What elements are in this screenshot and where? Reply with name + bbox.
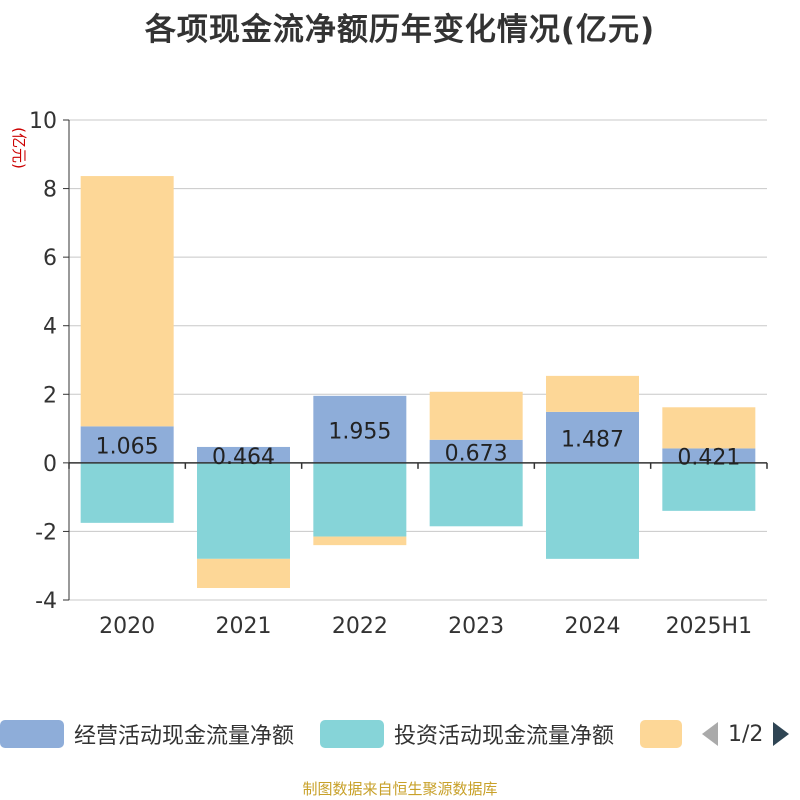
data-label-2025H1: 0.421 <box>677 446 740 471</box>
legend-pager: 1/2 <box>700 717 791 751</box>
bar-2024-series-2 <box>546 375 639 412</box>
data-label-2022: 1.955 <box>328 419 391 444</box>
bar-2023-series-1 <box>429 462 523 527</box>
legend-swatch-operating <box>0 720 64 748</box>
bar-2025H1-series-1 <box>662 462 756 511</box>
legend-item-investing[interactable]: 投资活动现金流量净额 <box>320 717 614 751</box>
legend-label-operating: 经营活动现金流量净额 <box>74 724 295 749</box>
pager-next-icon[interactable] <box>771 720 791 748</box>
y-tick-label: 2 <box>43 383 57 408</box>
y-tick-label: 0 <box>43 452 57 477</box>
bar-2021-series-2 <box>197 558 290 588</box>
y-tick-label: 6 <box>43 246 57 271</box>
source-note: 制图数据来自恒生聚源数据库 <box>302 780 498 798</box>
x-tick-label-2023: 2023 <box>448 614 504 639</box>
bar-2020-series-2 <box>80 176 174 427</box>
x-tick-label-2022: 2022 <box>332 614 388 639</box>
x-tick-label-2021: 2021 <box>216 614 272 639</box>
bar-2025H1-series-0 <box>662 448 756 463</box>
pager-text: 1/2 <box>728 721 764 747</box>
grid-layer <box>69 119 767 601</box>
bar-2023-series-0 <box>429 439 523 463</box>
legend-swatch-investing <box>320 720 384 748</box>
y-tick-label: 10 <box>29 109 57 134</box>
bar-2022-series-2 <box>313 536 407 546</box>
y-tick-label: 4 <box>43 315 57 340</box>
legend-item-third[interactable] <box>640 717 682 751</box>
bar-2021-series-1 <box>197 462 290 559</box>
pager-prev-icon[interactable] <box>700 720 720 748</box>
data-label-2024: 1.487 <box>561 427 624 452</box>
legend-swatch-third <box>640 720 682 748</box>
bars-layer <box>80 176 756 588</box>
bar-2023-series-2 <box>429 391 523 440</box>
bar-2025H1-series-2 <box>662 407 756 449</box>
y-axis-label: (亿元) <box>10 127 28 169</box>
bar-2024-series-0 <box>546 411 639 463</box>
bar-2022-series-1 <box>313 462 407 537</box>
axis-layer: -4 -2 0 2 4 6 8 10(亿元) 2020 2021 2022 2023 2024 2025H… <box>10 109 768 639</box>
bar-2020-series-0 <box>80 426 174 463</box>
y-tick-label: -2 <box>35 520 57 545</box>
x-tick-label-2025H1: 2025H1 <box>666 614 753 639</box>
data-label-2020: 1.065 <box>96 435 159 460</box>
x-tick-label-2020: 2020 <box>99 614 155 639</box>
y-tick-label: -4 <box>35 589 57 614</box>
y-tick-label: 8 <box>43 178 57 203</box>
legend-item-operating[interactable]: 经营活动现金流量净额 <box>0 717 294 751</box>
data-label-2023: 0.673 <box>445 441 508 466</box>
data-label-2021: 0.464 <box>212 445 275 470</box>
bar-2021-series-0 <box>197 446 290 463</box>
bar-2022-series-0 <box>313 395 407 463</box>
bar-2024-series-1 <box>546 462 639 559</box>
chart-title: 各项现金流净额历年变化情况(亿元) <box>144 12 656 48</box>
legend-label-investing: 投资活动现金流量净额 <box>394 724 615 749</box>
data-labels-layer: 1.065 0.464 1.955 0.673 1.487 0.421 <box>96 419 741 470</box>
x-tick-label-2024: 2024 <box>565 614 621 639</box>
bar-2020-series-1 <box>80 462 174 523</box>
